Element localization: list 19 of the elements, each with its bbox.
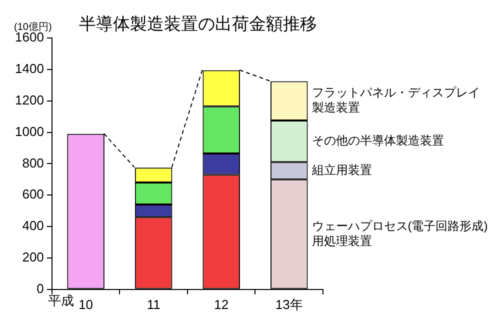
y-tick-label: 400 xyxy=(22,218,44,234)
x-tick-label: 10 xyxy=(78,296,94,312)
y-tick-label: 1400 xyxy=(15,61,44,76)
series-label: フラットパネル・ディスプレイ製造装置 xyxy=(312,86,480,115)
y-tick-label: 0 xyxy=(36,280,44,296)
y-tick-label: 200 xyxy=(22,250,44,265)
y-axis-title: (10億円) xyxy=(14,20,52,33)
x-tick-label: 12 xyxy=(214,296,229,312)
y-tick-label: 1200 xyxy=(15,92,44,108)
series-label: 組立用装置 xyxy=(310,163,372,178)
chart-title: 半導体製造装置の出荷金額推移 xyxy=(79,14,317,34)
x-tick-label: 13年 xyxy=(275,296,303,312)
y-tick-label: 1000 xyxy=(15,124,44,139)
y-tick-label: 600 xyxy=(22,186,44,202)
y-tick-label: 800 xyxy=(22,155,44,170)
x-tick-label: 11 xyxy=(146,296,160,312)
series-label: ウェーハプロセス(電子回路形成)用処理装置 xyxy=(312,218,488,248)
text: 平成 xyxy=(48,292,74,308)
series-label: その他の半導体製造装置 xyxy=(312,134,444,148)
